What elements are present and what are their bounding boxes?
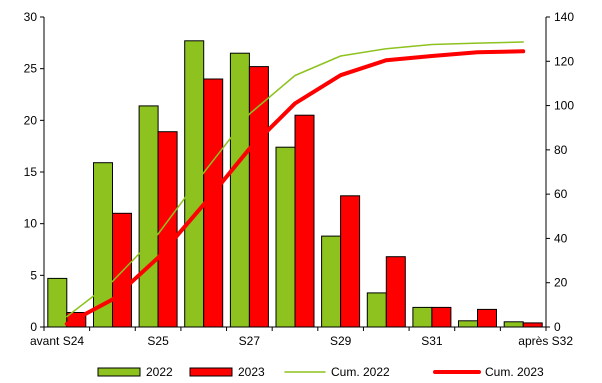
bar-2022-avant S24 [47, 277, 68, 328]
x-tick-label-S31: S31 [421, 334, 443, 348]
bar-2023-après S32 [522, 322, 543, 328]
bar-2022-S31b [458, 320, 478, 328]
y-left-tick-label-0: 0 [30, 320, 37, 334]
bar-2023-S28 [294, 114, 315, 328]
y-right-tick-label-0: 0 [554, 320, 561, 334]
bar-2022-S31 [412, 306, 433, 328]
bar-2023-S24b [112, 212, 132, 328]
y-left-tick-label-5: 5 [30, 268, 37, 282]
bar-2023-S30 [385, 256, 406, 328]
legend-swatch-2022 [97, 367, 141, 377]
y-left-tick-label-20: 20 [24, 113, 38, 127]
x-tick-label-S29: S29 [330, 334, 352, 348]
bar-2022-S30 [366, 292, 387, 328]
legend-label-2022: 2022 [146, 365, 173, 379]
bar-2022-S27 [229, 52, 250, 328]
bar-2023-S31b [477, 308, 497, 328]
y-left-tick-label-25: 25 [24, 62, 38, 76]
bar-2022-S26 [184, 40, 205, 328]
x-tick-label-avant S24: avant S24 [30, 334, 84, 348]
legend-label-2023: 2023 [238, 365, 265, 379]
y-right-tick-label-140: 140 [554, 10, 574, 24]
line-Cum-2023 [64, 49, 526, 326]
y-right-tick-label-120: 120 [554, 54, 574, 68]
legend-label-Cum-2022: Cum. 2022 [331, 365, 390, 379]
legend-label-Cum-2023: Cum. 2023 [485, 365, 544, 379]
bar-2022-S28 [275, 146, 296, 328]
y-left-tick-label-15: 15 [24, 165, 38, 179]
bar-2023-S31 [431, 306, 452, 328]
x-tick-label-après S32: après S32 [518, 334, 573, 348]
y-left-tick-label-10: 10 [24, 217, 38, 231]
line-Cum-2022 [66, 41, 524, 318]
y-left-tick-label-30: 30 [24, 10, 38, 24]
y-right-tick-label-100: 100 [554, 99, 574, 113]
y-right-tick-label-60: 60 [554, 187, 568, 201]
y-right-tick-label-20: 20 [554, 276, 568, 290]
x-tick-label-S25: S25 [147, 334, 169, 348]
y-right-tick-label-40: 40 [554, 231, 568, 245]
legend-swatch-2023 [189, 367, 233, 377]
x-tick-label-S27: S27 [239, 334, 261, 348]
y-right-tick-label-80: 80 [554, 143, 568, 157]
bar-2022-S29 [321, 235, 342, 328]
bar-2022-après S32 [503, 321, 524, 328]
bar-2023-S29 [340, 195, 361, 328]
bar-2022-S25 [138, 105, 159, 328]
